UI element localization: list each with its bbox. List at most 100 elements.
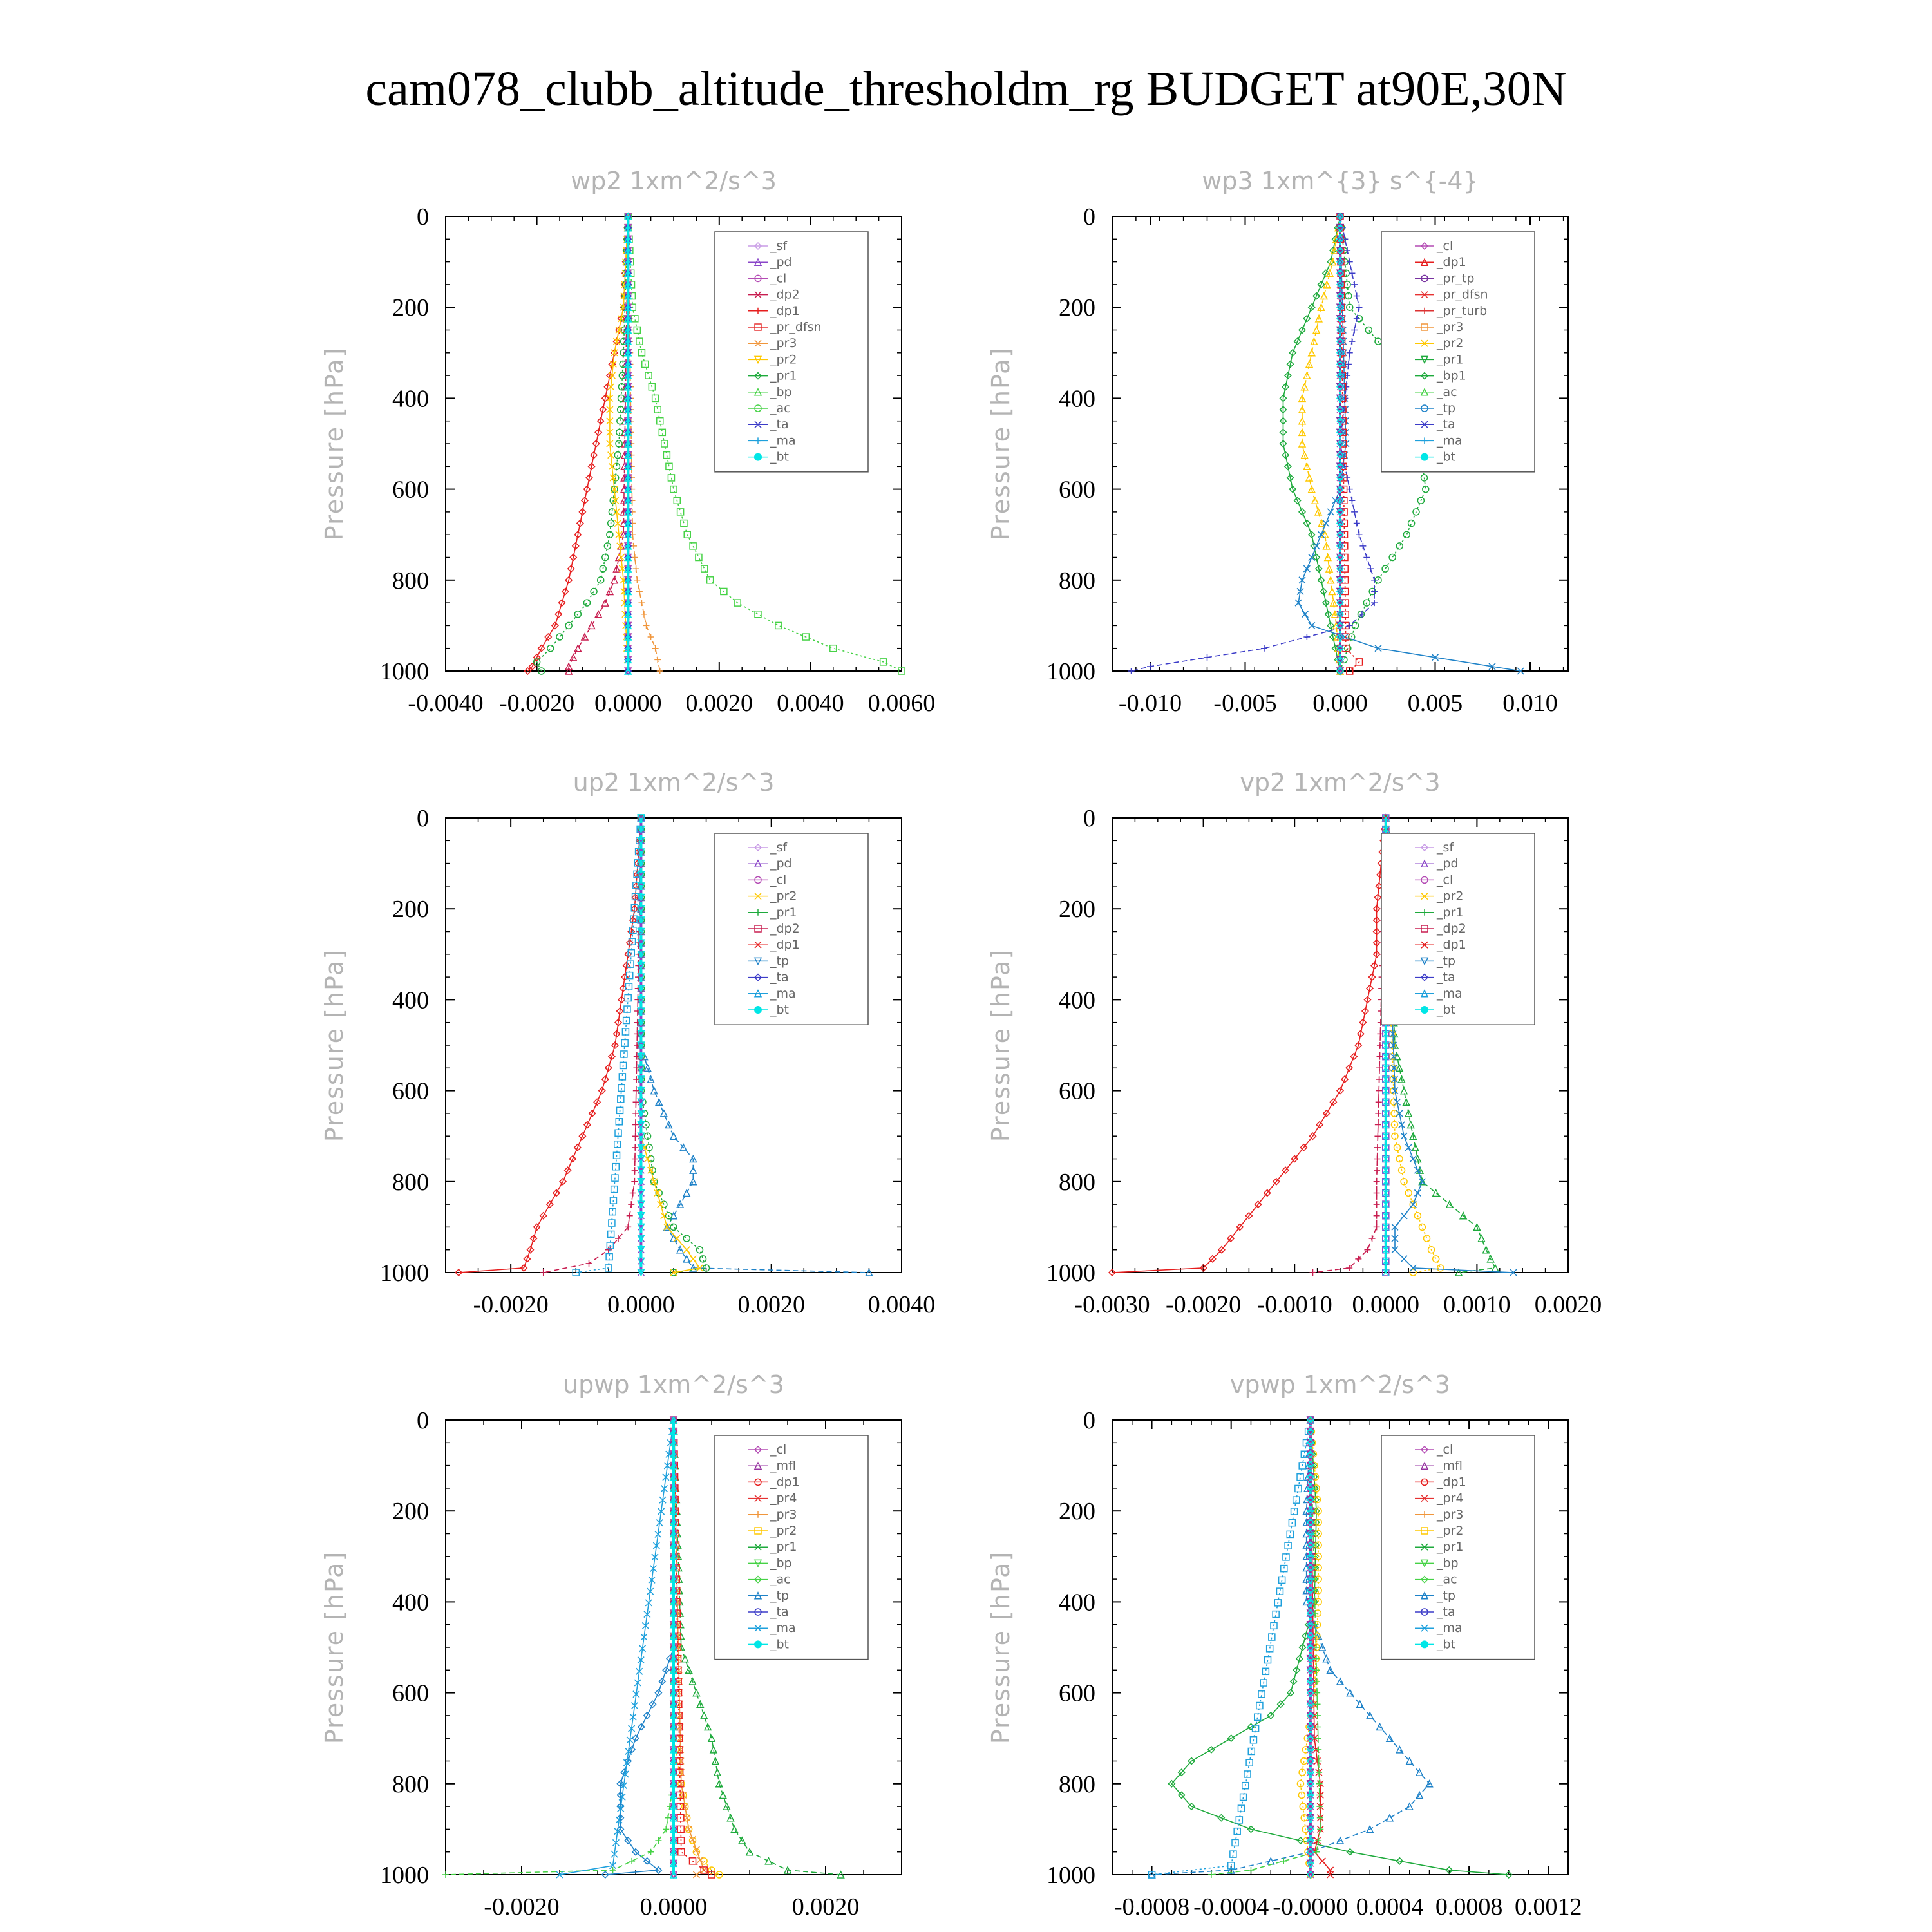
data-point [1188, 1803, 1196, 1811]
data-point [1390, 1110, 1398, 1117]
data-point [1279, 405, 1287, 414]
legend-marker [1421, 323, 1428, 331]
data-point [611, 349, 618, 357]
data-point [1373, 1201, 1380, 1208]
data-point [540, 1269, 547, 1276]
legend-label: _cl [770, 271, 786, 285]
data-point [1323, 280, 1331, 289]
data-point [669, 1540, 678, 1549]
data-point [1336, 439, 1345, 448]
data-point [730, 1824, 739, 1833]
data-point [1389, 1075, 1397, 1083]
data-point [645, 372, 652, 379]
data-point [1336, 417, 1345, 425]
data-point [545, 1200, 554, 1209]
legend-label: _dp2 [1436, 922, 1466, 936]
legend-marker [754, 1006, 762, 1014]
data-point [1414, 1212, 1422, 1220]
legend-box [714, 231, 869, 473]
data-point [1276, 1587, 1284, 1595]
data-point [1376, 1722, 1384, 1731]
data-point [618, 565, 626, 573]
y-tick-label: 1000 [1046, 658, 1095, 685]
y-tick-label: 1000 [380, 1260, 429, 1287]
data-point [1188, 1757, 1196, 1765]
data-point [614, 1129, 622, 1137]
legend-marker [1421, 291, 1428, 299]
data-point [1372, 916, 1381, 924]
legend-label: _ta [770, 971, 789, 985]
data-point [1373, 1189, 1380, 1197]
data-point [601, 1870, 609, 1879]
data-point [669, 1529, 678, 1538]
data-point [1336, 258, 1345, 266]
data-point [638, 349, 646, 357]
data-point [1342, 440, 1350, 448]
data-point [669, 1438, 678, 1447]
data-point [1336, 462, 1345, 471]
data-point [1358, 611, 1365, 618]
figure-title: cam078_clubb_altitude_thresholdm_rg BUDG… [365, 62, 1567, 116]
data-point [623, 325, 632, 334]
data-point [637, 859, 645, 868]
legend-label: _dp1 [770, 938, 800, 952]
data-point [1391, 1235, 1399, 1242]
data-point [565, 576, 573, 584]
data-point [669, 1700, 678, 1708]
legend-label: _pr2 [770, 1524, 797, 1538]
data-point [692, 1871, 700, 1879]
data-point [1328, 587, 1336, 596]
data-point [1336, 405, 1345, 414]
data-point [606, 531, 614, 538]
data-point [702, 1264, 710, 1272]
data-point [713, 1768, 722, 1776]
data-point [615, 440, 623, 448]
data-point [662, 1666, 670, 1674]
data-point [669, 1472, 678, 1481]
data-point [618, 1073, 627, 1081]
data-point [1382, 1064, 1390, 1072]
x-tick-label: -0.0040 [408, 690, 483, 717]
data-point [1382, 1235, 1390, 1242]
data-point [1345, 361, 1352, 368]
data-point [1422, 485, 1430, 493]
y-axis-label: Pressure [hPa] [320, 1551, 348, 1745]
data-point [616, 1007, 624, 1016]
legend-marker [754, 291, 762, 299]
data-point [623, 496, 632, 504]
data-point [1314, 1712, 1321, 1719]
data-point [1336, 553, 1345, 562]
legend-label: _ma [1436, 987, 1463, 1001]
series-_ma [572, 814, 645, 1276]
data-point [528, 662, 536, 671]
x-tick-label: 0.0000 [594, 690, 662, 717]
legend-marker [753, 1559, 762, 1568]
data-point [607, 451, 615, 459]
data-point [1445, 1200, 1454, 1208]
legend-marker [1421, 274, 1428, 283]
data-point [554, 610, 563, 618]
data-point [1265, 1645, 1274, 1653]
data-point [1382, 1053, 1390, 1061]
data-point [1396, 1857, 1404, 1865]
series-line [1300, 1419, 1319, 1875]
data-point [630, 915, 638, 923]
data-point [1253, 1713, 1262, 1721]
data-point [618, 996, 626, 1004]
data-point [630, 1701, 639, 1710]
data-point [1385, 1814, 1394, 1822]
data-point [1412, 508, 1420, 516]
data-point [667, 474, 676, 482]
data-point [614, 451, 622, 459]
data-point [625, 1224, 632, 1231]
data-point [623, 632, 632, 641]
panel-vp2: vp2 1xm^2/s^3 Pressure [hPa] 0 200 400 600 800… [987, 768, 1602, 1318]
y-axis-label: Pressure [hPa] [987, 949, 1015, 1142]
legend-label: _ma [1436, 1621, 1463, 1635]
x-tick-label: 0.0010 [1443, 1291, 1511, 1318]
data-point [673, 1235, 681, 1242]
data-point [1227, 1734, 1235, 1743]
data-point [659, 1109, 668, 1117]
data-point [720, 587, 728, 596]
data-point [1346, 1688, 1354, 1697]
